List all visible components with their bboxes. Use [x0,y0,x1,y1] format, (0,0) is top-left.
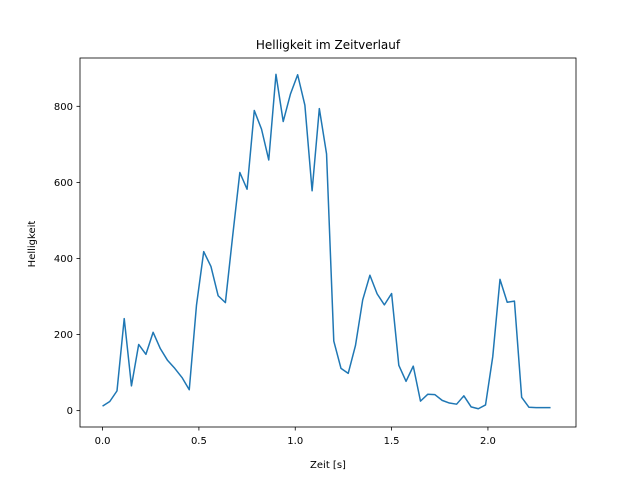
x-axis-ticks: 0.0 0.5 1.0 1.5 2.0 [95,427,496,447]
y-tick-label: 0 [67,406,73,417]
x-axis-label: Zeit [s] [310,460,346,471]
plot-area [79,57,577,428]
x-tick-label: 0.0 [95,436,111,447]
x-tick-label: 1.5 [384,436,400,447]
y-axis-ticks: 0 200 400 600 800 [54,102,80,417]
y-tick-label: 200 [54,330,73,341]
chart-title: Helligkeit im Zeitverlauf [256,38,401,52]
x-tick-label: 1.0 [287,436,303,447]
series-line-0 [102,73,551,410]
y-axis-label: Helligkeit [27,221,38,268]
x-tick-label: 0.5 [191,436,207,447]
y-tick-label: 400 [54,254,73,265]
y-tick-label: 600 [54,178,73,189]
axes-frame [79,57,577,428]
y-tick-label: 800 [54,102,73,113]
x-tick-label: 2.0 [480,436,496,447]
